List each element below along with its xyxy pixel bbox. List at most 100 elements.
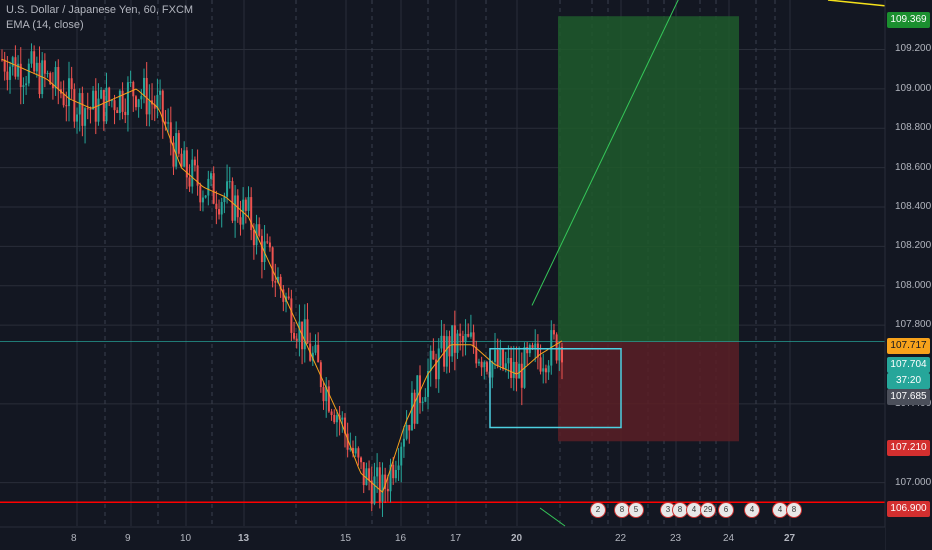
candle-body: [298, 321, 301, 341]
last-price-label: 107.704: [887, 357, 930, 373]
candle-body: [421, 401, 424, 403]
candle-body: [113, 100, 116, 111]
candle-body: [456, 333, 459, 353]
ema-line: [1, 58, 563, 494]
candle-body: [167, 122, 170, 124]
time-tick-label: 17: [450, 533, 462, 544]
candle-body: [22, 85, 25, 88]
candle-body: [319, 362, 322, 388]
candle-body: [129, 82, 132, 84]
economic-event-badge[interactable]: 4: [772, 502, 788, 518]
candle-body: [92, 90, 95, 110]
economic-event-badge[interactable]: 2: [590, 502, 606, 518]
candle-body: [108, 87, 111, 102]
candle-body: [397, 465, 400, 470]
stop-loss-price-label: 107.210: [887, 440, 930, 456]
candle-body: [180, 153, 183, 167]
candle-body: [386, 488, 389, 492]
candle-body: [161, 90, 164, 122]
candle-body: [451, 325, 454, 357]
candle-body: [394, 469, 397, 479]
candle-body: [49, 73, 52, 85]
candle-body: [100, 90, 103, 99]
candle-body: [140, 95, 143, 100]
candle-body: [153, 104, 156, 109]
candle-body: [86, 108, 89, 110]
candle-body: [335, 415, 338, 423]
candle-body: [156, 94, 159, 109]
candle-body: [35, 62, 38, 72]
candle-body: [188, 177, 191, 187]
candle-body: [368, 468, 371, 481]
candle-body: [341, 417, 344, 420]
candle-body: [437, 348, 440, 380]
candle-body: [408, 424, 411, 431]
candle-body: [293, 332, 296, 339]
candle-body: [311, 352, 314, 361]
candle-body: [365, 468, 368, 486]
economic-event-badge[interactable]: 5: [628, 502, 644, 518]
candle-body: [279, 276, 282, 290]
candle-body: [126, 82, 129, 116]
candle-body: [276, 276, 279, 283]
price-tick-label: 107.000: [895, 476, 932, 488]
economic-event-badge[interactable]: 4: [744, 502, 760, 518]
candle-body: [207, 178, 210, 196]
take-profit-zone: [558, 16, 739, 342]
time-tick-label: 27: [784, 533, 796, 544]
candle-body: [84, 108, 87, 126]
candle-body: [110, 100, 113, 102]
candle-body: [504, 363, 507, 369]
candle-body: [416, 375, 419, 424]
candle-body: [148, 100, 151, 115]
candle-body: [467, 333, 470, 337]
candle-body: [27, 63, 30, 84]
candle-body: [432, 350, 435, 360]
candle-body: [220, 201, 223, 215]
candle-body: [510, 357, 513, 378]
economic-event-badge[interactable]: 8: [786, 502, 802, 518]
candle-body: [266, 241, 269, 243]
price-tick-label: 108.800: [895, 122, 932, 134]
candle-body: [518, 363, 521, 379]
candle-body: [343, 417, 346, 434]
candle-body: [14, 57, 17, 77]
candle-body: [116, 110, 119, 114]
candle-body: [558, 346, 561, 361]
price-tick-label: 109.200: [895, 43, 932, 55]
candle-body: [185, 150, 188, 178]
candle-body: [370, 480, 373, 504]
consolidation-box: [489, 347, 622, 429]
candle-body: [201, 197, 204, 203]
candle-body: [418, 375, 421, 403]
ema-indicator-label[interactable]: EMA (14, close): [6, 19, 84, 31]
candle-body: [539, 357, 542, 372]
candle-body: [132, 82, 135, 97]
candle-body: [507, 357, 510, 364]
yellow-trend-line: [827, 0, 888, 7]
bar-countdown-label: 37:20: [887, 373, 930, 389]
candle-body: [544, 368, 547, 373]
candle-body: [330, 411, 333, 416]
economic-event-badge[interactable]: 6: [718, 502, 734, 518]
candle-body: [405, 424, 408, 439]
candle-body: [429, 350, 432, 372]
candle-body: [252, 230, 255, 246]
candle-body: [435, 359, 438, 380]
candle-body: [250, 197, 253, 231]
economic-event-badge[interactable]: 29: [700, 502, 716, 518]
candle-body: [469, 332, 472, 337]
price-tick-label: 108.200: [895, 240, 932, 252]
candle-body: [236, 195, 239, 218]
candle-body: [3, 59, 6, 72]
candle-body: [357, 448, 360, 458]
candle-body: [25, 83, 28, 86]
candle-body: [258, 224, 261, 236]
candle-body: [461, 335, 464, 343]
candle-body: [9, 66, 12, 80]
time-tick-label: 10: [180, 533, 192, 544]
candle-body: [134, 96, 137, 108]
candle-body: [306, 319, 309, 344]
